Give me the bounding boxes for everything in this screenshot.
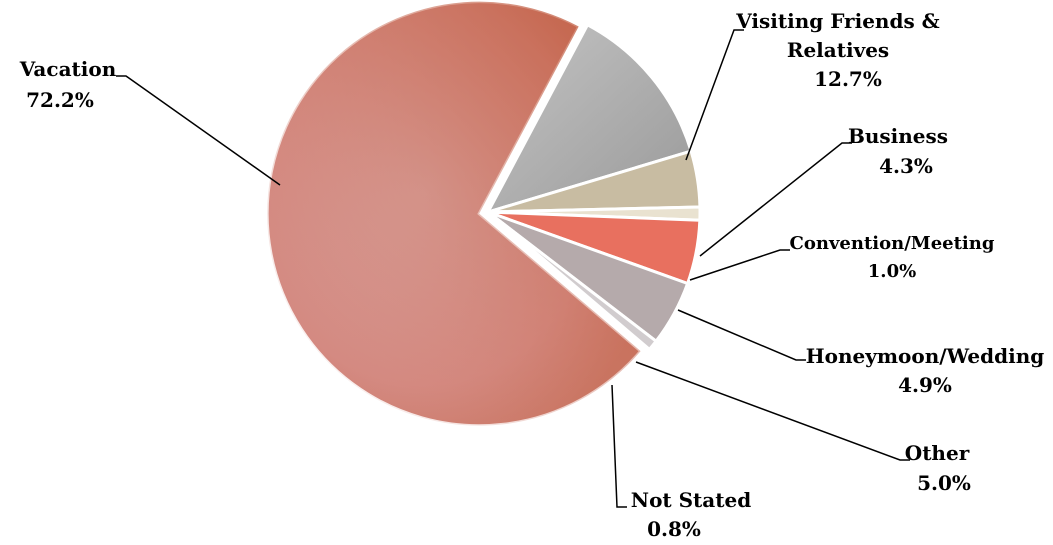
- pie-slice-not-stated: [487, 210, 659, 352]
- slice-value-label-visiting-friends-relatives: 12.7%: [814, 67, 882, 91]
- slices-layer: [265, 0, 702, 428]
- leader-line-convention-meeting: [689, 249, 790, 281]
- slice-value-label-business: 4.3%: [879, 154, 933, 178]
- slice-category-label-business: Business: [848, 124, 948, 148]
- leader-line-vacation: [116, 75, 281, 186]
- slice-category-label-honeymoon-wedding: Honeymoon/Wedding: [806, 344, 1044, 368]
- slice-category-label-visiting-friends-relatives-line-1: Visiting Friends &: [735, 9, 939, 33]
- leader-line-visiting-friends-relatives: [685, 29, 744, 161]
- leader-line-not-stated: [611, 384, 627, 508]
- slice-value-label-not-stated: 0.8%: [647, 517, 701, 541]
- leader-line-honeymoon-wedding: [677, 309, 806, 361]
- slice-category-label-convention-meeting: Convention/Meeting: [790, 233, 995, 254]
- leader-line-business: [699, 142, 852, 257]
- slice-value-label-convention-meeting: 1.0%: [868, 261, 916, 282]
- leader-lines: [116, 29, 910, 508]
- slice-value-label-vacation: 72.2%: [26, 88, 94, 112]
- slice-labels: Vacation 72.2% Visiting Friends & Relatives…: [19, 9, 1044, 541]
- slice-value-label-other: 5.0%: [917, 471, 971, 495]
- slice-value-label-honeymoon-wedding: 4.9%: [898, 373, 952, 397]
- slice-category-label-other: Other: [905, 441, 970, 465]
- leader-line-other: [635, 361, 910, 461]
- slice-category-label-visiting-friends-relatives-line-2: Relatives: [787, 38, 889, 62]
- slice-category-label-vacation: Vacation: [19, 57, 117, 81]
- slice-category-label-not-stated: Not Stated: [631, 488, 751, 512]
